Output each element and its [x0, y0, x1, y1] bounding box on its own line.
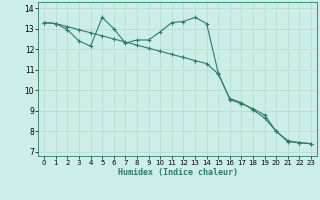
X-axis label: Humidex (Indice chaleur): Humidex (Indice chaleur) [118, 168, 238, 177]
